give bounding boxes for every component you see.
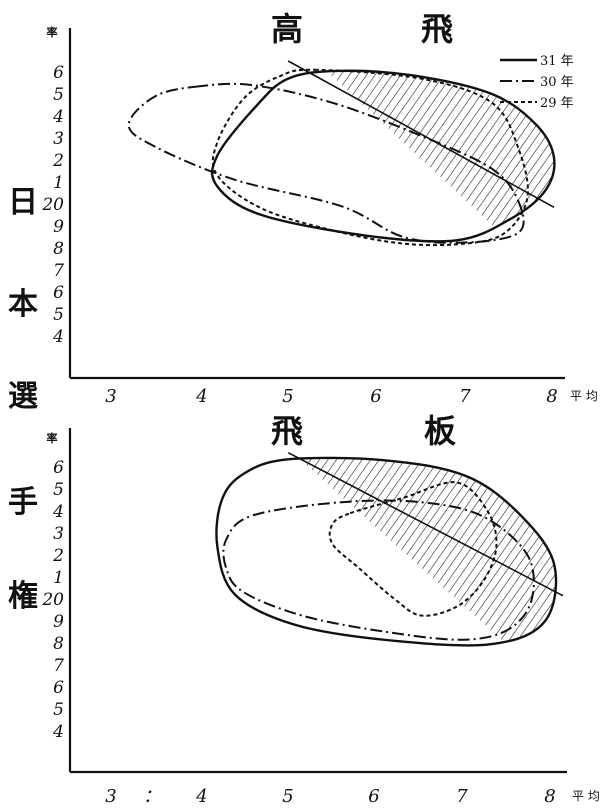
y-tick-label: 4 [52, 107, 64, 127]
y-tick-label: 6 [53, 458, 64, 478]
x-tick-label: 8 [546, 386, 557, 407]
side-title-char: 権 [8, 579, 38, 614]
y-tick-label: 2 [52, 151, 64, 171]
y-tick-label: 5 [53, 480, 64, 500]
series-curve-solid [215, 456, 558, 647]
side-title-char: 本 [8, 287, 38, 322]
diagonal-line [287, 451, 564, 597]
y-tick-label: 20 [41, 195, 64, 215]
x-axis-label: 平 均 [572, 789, 600, 803]
side-title-char: 選 [8, 379, 38, 414]
hatched-region [284, 457, 556, 646]
series-curve-dotted [328, 481, 498, 617]
y-tick-label: 1 [53, 568, 64, 588]
x-tick-label: 8 [544, 786, 555, 807]
x-tick-label: 7 [456, 786, 468, 807]
y-tick-label: 3 [53, 524, 64, 544]
chart-title-char: 高 [271, 10, 303, 48]
y-tick-label: 7 [53, 656, 64, 676]
x-tick-label: 3 [105, 786, 116, 807]
diagonal-line [287, 60, 555, 209]
x-tick-label: ： [143, 786, 161, 807]
y-tick-label: 7 [53, 261, 64, 281]
y-tick-label: 5 [53, 700, 64, 720]
x-tick-label: 3 [105, 386, 116, 407]
y-axis-label: 率 [47, 25, 58, 39]
y-tick-label: 2 [52, 546, 64, 566]
y-tick-label: 6 [53, 678, 64, 698]
legend-label: 30 年 [540, 75, 574, 90]
chart-panel-1: 高飛率平 均654321209876543 4 5 6 7 831 年30 年29 年 [41, 10, 597, 407]
x-tick-label: 6 [368, 786, 379, 807]
x-tick-label: 4 [195, 786, 207, 807]
x-tick-label: 6 [370, 386, 381, 407]
y-tick-label: 20 [41, 590, 64, 610]
series-curve-dash-dot [222, 499, 535, 641]
y-axis-label: 率 [47, 431, 58, 445]
chart-title-char: 板 [424, 412, 456, 450]
y-tick-label: 6 [53, 63, 64, 83]
y-tick-label: 8 [53, 634, 64, 654]
y-tick-label: 8 [53, 239, 64, 259]
side-title-char: 手 [8, 485, 38, 520]
legend-label: 29 年 [540, 96, 574, 111]
x-axis-label: 平 均 [570, 389, 598, 403]
chart-title-char: 飛 [271, 412, 303, 450]
y-tick-label: 6 [53, 283, 64, 303]
legend-label: 31 年 [540, 54, 574, 69]
y-tick-label: 9 [53, 612, 64, 632]
x-tick-label: 4 [195, 386, 207, 407]
chart-title-char: 飛 [421, 10, 453, 48]
y-tick-label: 4 [52, 502, 64, 522]
x-tick-label: 5 [282, 786, 293, 807]
side-title-char: 日 [8, 185, 38, 220]
y-tick-label: 5 [53, 85, 64, 105]
series-curve-solid [210, 69, 556, 243]
x-tick-label: 7 [459, 386, 471, 407]
y-tick-label: 4 [52, 327, 64, 347]
y-tick-label: 4 [52, 722, 64, 742]
series-curve-dotted [211, 68, 529, 247]
y-tick-label: 5 [53, 305, 64, 325]
series-curve-dash-dot [127, 82, 525, 244]
y-tick-label: 1 [53, 173, 64, 193]
chart-panel-2: 飛板率平 均654321209876543： 4 5 6 7 8 [41, 412, 599, 807]
x-tick-label: 5 [282, 386, 293, 407]
y-tick-label: 3 [53, 129, 64, 149]
y-tick-label: 9 [53, 217, 64, 237]
